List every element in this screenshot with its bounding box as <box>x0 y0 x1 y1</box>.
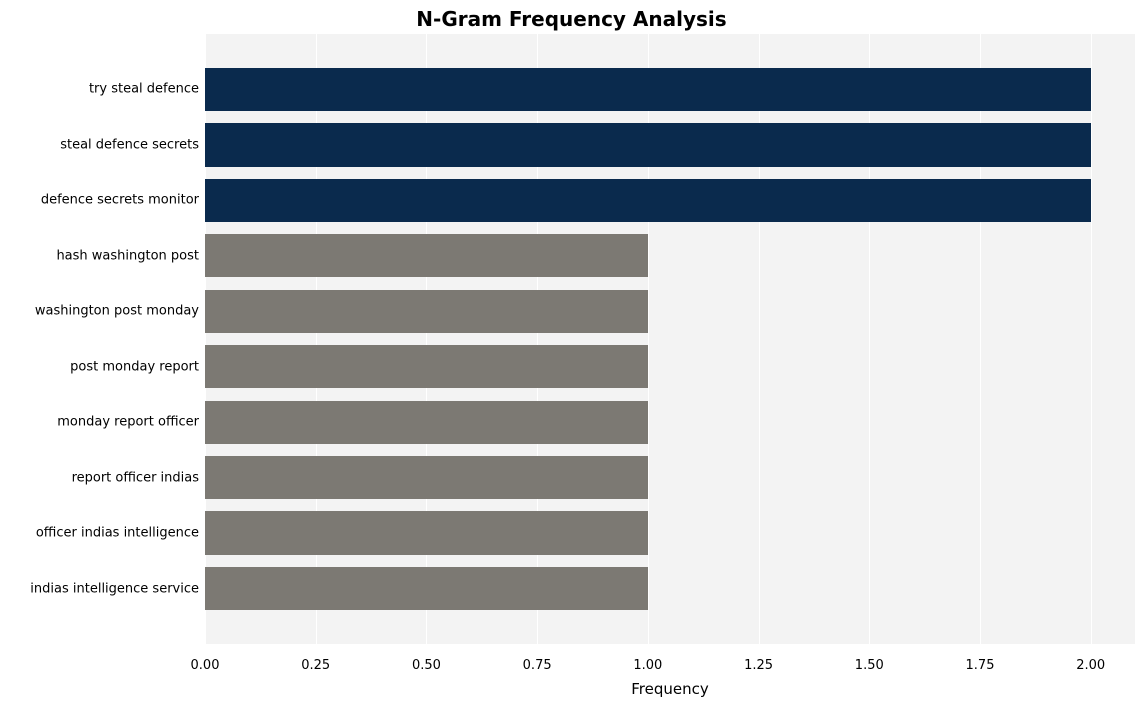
y-category-label: monday report officer <box>57 415 205 430</box>
bar <box>205 290 648 333</box>
x-tick-label: 1.00 <box>633 644 662 673</box>
bar <box>205 511 648 554</box>
bar <box>205 234 648 277</box>
bar <box>205 345 648 388</box>
grid-line <box>1091 34 1092 644</box>
y-category-label: defence secrets monitor <box>41 193 205 208</box>
bar <box>205 567 648 610</box>
y-category-label: report officer indias <box>72 470 205 485</box>
x-tick-label: 0.25 <box>301 644 330 673</box>
x-tick-label: 1.25 <box>744 644 773 673</box>
plot-area: Frequency 0.000.250.500.751.001.251.501.… <box>205 34 1135 644</box>
y-category-label: hash washington post <box>56 248 205 263</box>
x-tick-label: 2.00 <box>1076 644 1105 673</box>
y-category-label: washington post monday <box>35 304 205 319</box>
x-axis-label: Frequency <box>205 680 1135 698</box>
x-tick-label: 0.50 <box>412 644 441 673</box>
chart-title: N-Gram Frequency Analysis <box>0 7 1143 31</box>
x-tick-label: 1.50 <box>855 644 884 673</box>
y-category-label: officer indias intelligence <box>36 526 205 541</box>
bar <box>205 123 1091 166</box>
y-category-label: post monday report <box>70 359 205 374</box>
bar <box>205 179 1091 222</box>
y-category-label: steal defence secrets <box>60 137 205 152</box>
x-tick-label: 1.75 <box>966 644 995 673</box>
ngram-frequency-chart: N-Gram Frequency Analysis Frequency 0.00… <box>0 0 1143 701</box>
bar <box>205 68 1091 111</box>
y-category-label: try steal defence <box>89 82 205 97</box>
bar <box>205 401 648 444</box>
bar <box>205 456 648 499</box>
x-tick-label: 0.75 <box>523 644 552 673</box>
x-tick-label: 0.00 <box>191 644 220 673</box>
y-category-label: indias intelligence service <box>30 581 205 596</box>
